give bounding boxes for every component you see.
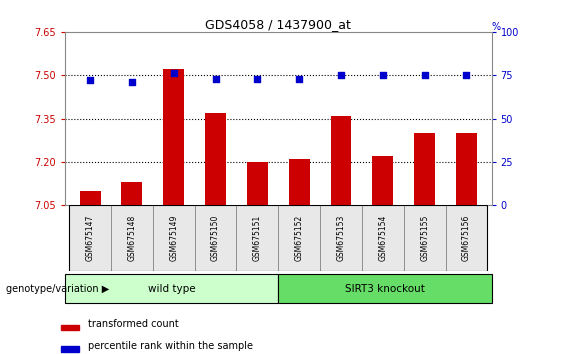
Bar [69,205,111,271]
Text: GSM675149: GSM675149 [169,215,178,261]
Bar [372,156,393,205]
Point [85,78,94,83]
Point [169,71,178,76]
Bar [320,205,362,271]
Text: GSM675155: GSM675155 [420,215,429,261]
Point [420,73,429,78]
Bar [194,205,236,271]
Text: GSM675156: GSM675156 [462,215,471,261]
Bar [362,205,404,271]
Bar [414,133,435,205]
Title: GDS4058 / 1437900_at: GDS4058 / 1437900_at [205,18,351,31]
Text: %: % [492,22,501,32]
Bar [278,274,492,303]
Point [211,76,220,81]
Point [253,76,262,81]
Bar [456,133,477,205]
Point [462,73,471,78]
Point [379,73,388,78]
Bar [61,325,79,330]
Text: percentile rank within the sample: percentile rank within the sample [88,341,253,351]
Text: transformed count: transformed count [88,319,179,329]
Point [127,79,136,85]
Text: wild type: wild type [148,284,195,293]
Text: GSM675147: GSM675147 [85,215,94,261]
Bar [331,116,351,205]
Text: GSM675152: GSM675152 [295,215,303,261]
Text: GSM675151: GSM675151 [253,215,262,261]
Bar [446,205,488,271]
Bar [404,205,446,271]
Bar [236,205,279,271]
Bar [163,69,184,205]
Bar [289,159,310,205]
Text: GSM675148: GSM675148 [127,215,136,261]
Text: SIRT3 knockout: SIRT3 knockout [345,284,425,293]
Bar [65,274,278,303]
Text: GSM675154: GSM675154 [379,215,388,261]
Bar [80,191,101,205]
Text: genotype/variation ▶: genotype/variation ▶ [6,284,109,293]
Point [295,76,304,81]
Bar [111,205,153,271]
Text: GSM675153: GSM675153 [337,215,345,261]
Text: GSM675150: GSM675150 [211,215,220,261]
Bar [61,346,79,352]
Bar [121,182,142,205]
Bar [205,113,226,205]
Bar [247,162,268,205]
Point [337,73,346,78]
Bar [153,205,194,271]
Bar [279,205,320,271]
